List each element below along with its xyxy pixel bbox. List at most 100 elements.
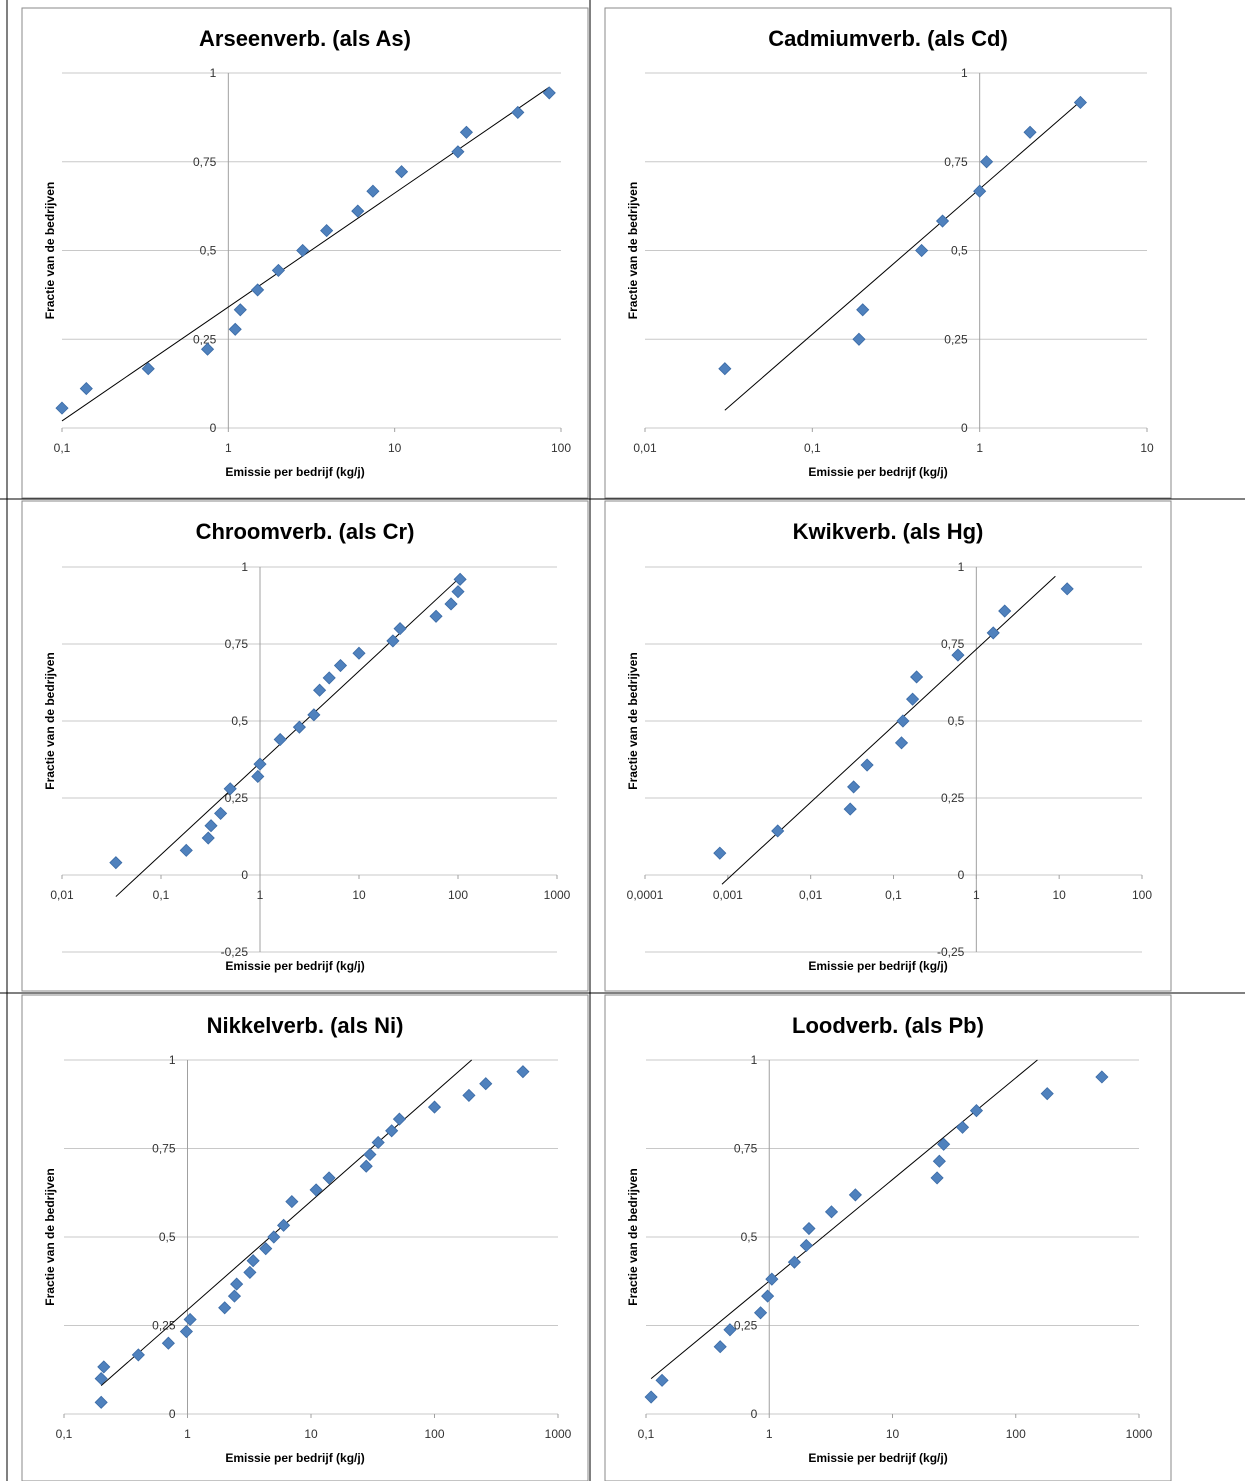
data-point	[97, 1360, 111, 1374]
x-axis-title: Emissie per bedrijf (kg/j)	[225, 959, 364, 973]
data-point	[1023, 125, 1037, 139]
data-point	[109, 856, 123, 870]
data-point	[179, 843, 193, 857]
data-point	[644, 1390, 658, 1404]
y-tick-label: 0,25	[944, 332, 968, 346]
y-tick-label: 0,75	[152, 1142, 176, 1156]
data-point	[761, 1289, 775, 1303]
y-tick-label: 0	[751, 1407, 758, 1421]
data-point	[218, 1301, 232, 1315]
data-point	[824, 1205, 839, 1219]
data-point	[313, 683, 327, 697]
x-tick-label: 1	[225, 441, 232, 455]
x-tick-label: 10	[886, 1427, 900, 1441]
data-point	[542, 86, 556, 100]
data-point	[141, 362, 155, 376]
data-point	[802, 1221, 816, 1236]
x-tick-label: 100	[551, 441, 571, 455]
x-tick-label: 0,1	[153, 888, 170, 902]
y-tick-label: 1	[958, 560, 965, 574]
chart-title: Kwikverb. (als Hg)	[793, 519, 984, 544]
data-point	[309, 1183, 323, 1197]
data-point	[723, 1323, 737, 1337]
data-point	[392, 1112, 406, 1126]
chart-ni: Nikkelverb. (als Ni) 0 0,25 0,5 0,75 1 0,1 1 10 1…	[21, 994, 589, 1481]
data-point	[292, 720, 306, 734]
data-point	[444, 597, 458, 611]
chart-as: Arseenverb. (als As) 0 0,25 0,5 0,75 1 0,1 1 10 1…	[21, 7, 589, 499]
data-point	[998, 604, 1012, 618]
x-tick-label: 1000	[545, 1427, 572, 1441]
chart-area	[21, 994, 589, 1481]
data-point	[771, 824, 785, 838]
data-point	[393, 622, 407, 636]
data-point	[973, 184, 987, 198]
y-tick-label: 0,5	[231, 714, 248, 728]
chart-pb: Loodverb. (als Pb) 0 0,25 0,5 0,75 1 0,1 1 10 100…	[604, 994, 1172, 1481]
x-axis-title: Emissie per bedrijf (kg/j)	[808, 465, 947, 479]
data-point	[459, 125, 473, 139]
data-point	[179, 1324, 193, 1339]
y-tick-label: 0	[241, 868, 248, 882]
data-point	[161, 1336, 175, 1350]
y-tick-label: 1	[751, 1053, 758, 1067]
x-axis-title: Emissie per bedrijf (kg/j)	[808, 959, 947, 973]
data-point	[799, 1238, 813, 1253]
y-tick-label: 0	[961, 421, 968, 435]
data-point	[511, 105, 525, 119]
y-tick-label: 0,25	[941, 791, 965, 805]
x-tick-label: 10	[352, 888, 366, 902]
data-point	[479, 1077, 493, 1091]
x-tick-label: 1	[184, 1427, 191, 1441]
x-tick-label: 10	[304, 1427, 318, 1441]
data-point	[271, 263, 285, 277]
data-point	[787, 1255, 801, 1269]
data-point	[230, 1277, 244, 1291]
data-point	[718, 362, 732, 376]
y-tick-label: 0,5	[200, 244, 217, 258]
data-point	[937, 1137, 951, 1151]
data-point	[765, 1272, 779, 1286]
x-tick-label: 100	[1132, 888, 1152, 902]
data-point	[1073, 95, 1087, 110]
data-point	[429, 609, 443, 623]
x-tick-label: 100	[1006, 1427, 1026, 1441]
data-point	[386, 634, 400, 648]
data-point	[371, 1135, 385, 1150]
x-tick-label: 0,0001	[627, 888, 664, 902]
data-point	[246, 1254, 260, 1268]
data-point	[233, 303, 247, 317]
data-point	[980, 155, 994, 169]
data-point	[366, 184, 380, 198]
y-axis-title: Fractie van de bedrijven	[43, 652, 57, 789]
y-axis-title: Fractie van de bedrijven	[626, 1168, 640, 1305]
data-point	[183, 1312, 197, 1327]
x-tick-label: 0,1	[804, 441, 821, 455]
data-point	[843, 802, 857, 816]
chart-cd: Cadmiumverb. (als Cd) 0 0,25 0,5 0,75 1 0,01 0,…	[604, 7, 1172, 499]
data-point	[951, 648, 965, 662]
y-tick-label: 0,5	[951, 244, 968, 258]
chart-area	[604, 994, 1172, 1481]
y-tick-label: 0,75	[193, 155, 217, 169]
data-point	[935, 214, 950, 228]
data-point	[200, 342, 215, 356]
x-tick-label: 1	[973, 888, 980, 902]
y-tick-label: 0,25	[193, 332, 217, 346]
data-point	[363, 1147, 377, 1162]
data-point	[451, 145, 465, 159]
x-tick-label: 1	[257, 888, 264, 902]
y-tick-label: 0	[958, 868, 965, 882]
chart-title: Nikkelverb. (als Ni)	[207, 1013, 404, 1038]
y-tick-label: -0,25	[937, 945, 965, 959]
data-point	[713, 846, 727, 860]
data-point	[847, 780, 861, 794]
x-tick-label: 1	[766, 1427, 773, 1441]
data-point	[655, 1373, 669, 1387]
data-point	[1095, 1070, 1109, 1084]
y-tick-label: 0,25	[152, 1319, 176, 1333]
x-axis-title: Emissie per bedrijf (kg/j)	[225, 1451, 364, 1465]
data-point	[131, 1348, 145, 1362]
